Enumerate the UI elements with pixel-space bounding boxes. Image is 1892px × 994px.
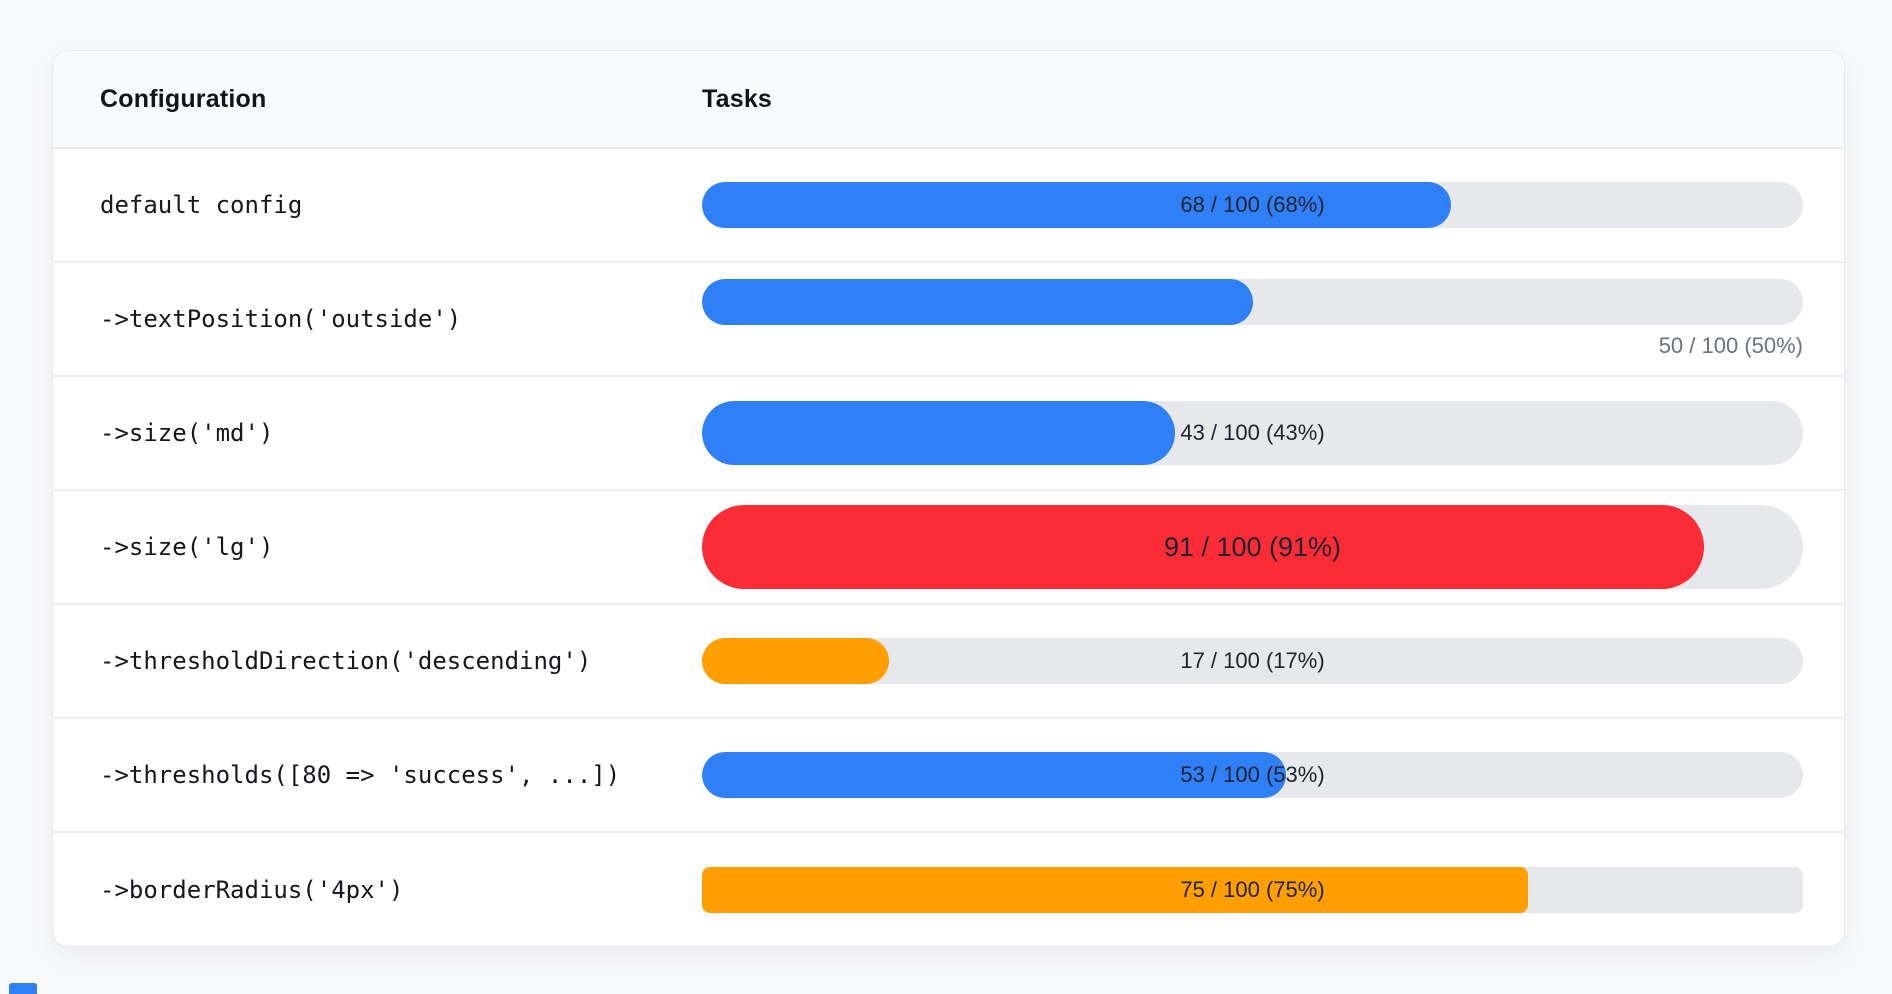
- table-header-row: Configuration Tasks: [53, 51, 1844, 149]
- config-cell: ->borderRadius('4px'): [53, 833, 702, 946]
- config-cell: ->textPosition('outside'): [53, 263, 702, 375]
- progress-bar: 68 / 100 (68%): [702, 182, 1803, 228]
- progress-track: [702, 638, 1803, 684]
- progress-fill: [702, 279, 1253, 325]
- progress-fill: [702, 182, 1451, 228]
- config-label: ->textPosition('outside'): [100, 305, 462, 333]
- column-header-configuration: Configuration: [100, 84, 267, 113]
- tasks-cell: 68 / 100 (68%): [702, 149, 1844, 261]
- table-row: ->borderRadius('4px') 75 / 100 (75%): [53, 833, 1844, 946]
- config-cell: default config: [53, 149, 702, 261]
- progress-track: [702, 505, 1803, 589]
- tasks-cell: 17 / 100 (17%): [702, 605, 1844, 717]
- config-label: ->borderRadius('4px'): [100, 876, 404, 904]
- progress-track: [702, 867, 1803, 913]
- table-row: ->thresholdDirection('descending') 17 / …: [53, 605, 1844, 719]
- progress-bar: 75 / 100 (75%): [702, 867, 1803, 913]
- config-label: ->size('lg'): [100, 533, 274, 561]
- config-cell: ->size('md'): [53, 377, 702, 489]
- tasks-cell: 50 / 100 (50%): [702, 263, 1844, 375]
- config-cell: ->thresholdDirection('descending'): [53, 605, 702, 717]
- clipped-element: [9, 983, 37, 994]
- config-cell: ->size('lg'): [53, 491, 702, 603]
- progress-bar: 17 / 100 (17%): [702, 638, 1803, 684]
- progress-track: [702, 752, 1803, 798]
- progress-fill: [702, 401, 1176, 465]
- config-label: ->thresholdDirection('descending'): [100, 647, 592, 675]
- progress-fill: [702, 867, 1528, 913]
- progress-fill: [702, 752, 1286, 798]
- progress-fill: [702, 638, 890, 684]
- tasks-cell: 75 / 100 (75%): [702, 833, 1844, 946]
- column-header-tasks: Tasks: [702, 84, 773, 113]
- config-label: default config: [100, 191, 303, 219]
- progress-fill: [702, 505, 1704, 589]
- progress-track: [702, 182, 1803, 228]
- tasks-cell: 43 / 100 (43%): [702, 377, 1844, 489]
- progress-label-outside: 50 / 100 (50%): [1658, 333, 1803, 358]
- table-row: ->size('lg') 91 / 100 (91%): [53, 491, 1844, 605]
- tasks-cell: 53 / 100 (53%): [702, 719, 1844, 831]
- progress-bar: 43 / 100 (43%): [702, 401, 1803, 465]
- progress-bar: 50 / 100 (50%): [702, 279, 1803, 359]
- progress-bar: 53 / 100 (53%): [702, 752, 1803, 798]
- progress-track: [702, 279, 1803, 325]
- config-label: ->size('md'): [100, 419, 274, 447]
- progress-bar: 91 / 100 (91%): [702, 505, 1803, 589]
- tasks-cell: 91 / 100 (91%): [702, 491, 1844, 603]
- table-row: ->size('md') 43 / 100 (43%): [53, 377, 1844, 491]
- table-row: default config 68 / 100 (68%): [53, 149, 1844, 263]
- table-row: ->thresholds([80 => 'success', ...]) 53 …: [53, 719, 1844, 833]
- config-cell: ->thresholds([80 => 'success', ...]): [53, 719, 702, 831]
- config-label: ->thresholds([80 => 'success', ...]): [100, 761, 621, 789]
- table-row: ->textPosition('outside') 50 / 100 (50%): [53, 263, 1844, 377]
- config-demo-table-card: Configuration Tasks default config 68 / …: [52, 50, 1845, 947]
- progress-track: [702, 401, 1803, 465]
